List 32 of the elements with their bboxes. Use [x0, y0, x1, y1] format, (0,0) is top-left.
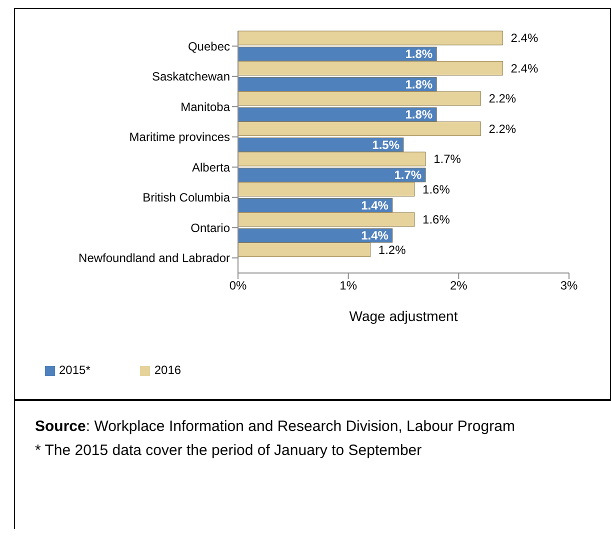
y-tick-label: British Columbia	[142, 190, 230, 205]
data-label: 2.2%	[488, 122, 516, 136]
x-tick-label: 0%	[229, 278, 247, 293]
data-label: 2.4%	[510, 31, 538, 45]
data-label: 1.7%	[434, 152, 462, 166]
data-label: 1.2%	[378, 242, 406, 257]
y-tick-label: Alberta	[192, 160, 230, 174]
legend-label: 2016	[154, 363, 182, 377]
data-label: 2.2%	[488, 92, 516, 106]
data-label: 1.7%	[394, 168, 422, 182]
y-tick-label: Quebec	[188, 39, 230, 54]
data-label: 1.6%	[422, 212, 450, 226]
data-label: 1.8%	[405, 47, 433, 61]
y-tick-label: Saskatchewan	[152, 70, 230, 84]
y-tick-label: Newfoundland and Labrador	[78, 251, 230, 266]
data-label: 1.5%	[372, 138, 400, 152]
data-label: 1.4%	[361, 198, 389, 212]
x-tick-label: 1%	[340, 278, 358, 293]
source-note: Source: Workplace Information and Research Division, Labour Program	[35, 417, 516, 437]
y-tick-label: Manitoba	[180, 100, 230, 114]
data-label: 1.8%	[405, 108, 433, 122]
data-label: 1.8%	[405, 77, 433, 92]
data-label: 1.6%	[422, 182, 450, 196]
x-axis-title: Wage adjustment	[349, 308, 458, 324]
text: * The 2015 data cover the period of January to September	[35, 441, 423, 461]
y-tick-label: Maritime provinces	[129, 130, 230, 144]
legend-label: 2015*	[59, 363, 90, 377]
x-tick-label: 3%	[560, 278, 578, 293]
data-label: 1.4%	[361, 228, 389, 242]
y-tick-label: Ontario	[190, 220, 230, 235]
data-label: 2.4%	[510, 61, 538, 76]
x-tick-label: 2%	[450, 278, 468, 293]
